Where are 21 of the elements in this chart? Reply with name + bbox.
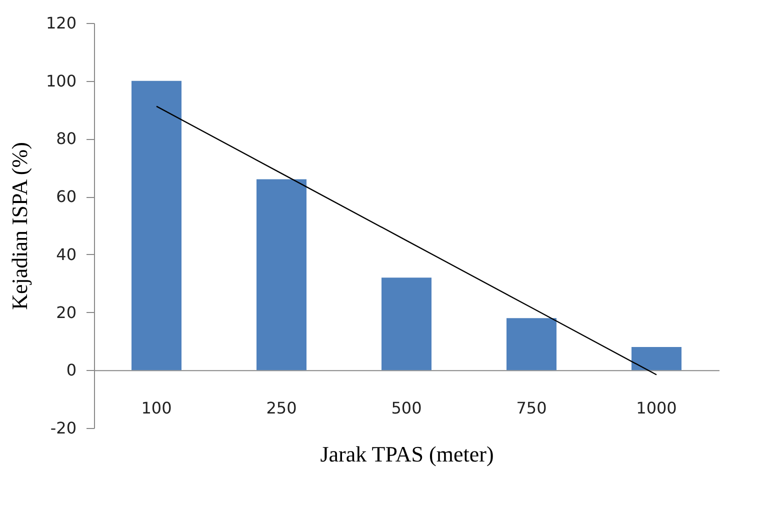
x-tick-label: 100 [141, 398, 172, 418]
y-tick-label: 80 [56, 129, 76, 148]
x-tick-label: 500 [391, 398, 422, 418]
y-tick-label: 0 [66, 360, 76, 380]
y-tick-label: 120 [46, 14, 76, 32]
bar [256, 179, 306, 370]
y-tick-label: 20 [56, 302, 76, 322]
bar [506, 318, 556, 370]
x-tick-label: 1000 [636, 398, 677, 418]
x-axis-title: Jarak TPAS (meter) [320, 442, 494, 467]
y-tick-label: 100 [46, 71, 76, 90]
line-series [156, 106, 658, 376]
x-tick-label: 250 [266, 398, 297, 418]
bar [132, 80, 182, 370]
y-axis-title: Kejadian ISPA (%) [6, 142, 32, 310]
bar [632, 347, 682, 370]
bar [382, 278, 432, 370]
y-tick-label: -20 [50, 418, 76, 438]
x-tick-label: 750 [516, 398, 547, 418]
y-tick-label: 60 [56, 187, 76, 206]
y-tick-label: 40 [56, 244, 76, 264]
